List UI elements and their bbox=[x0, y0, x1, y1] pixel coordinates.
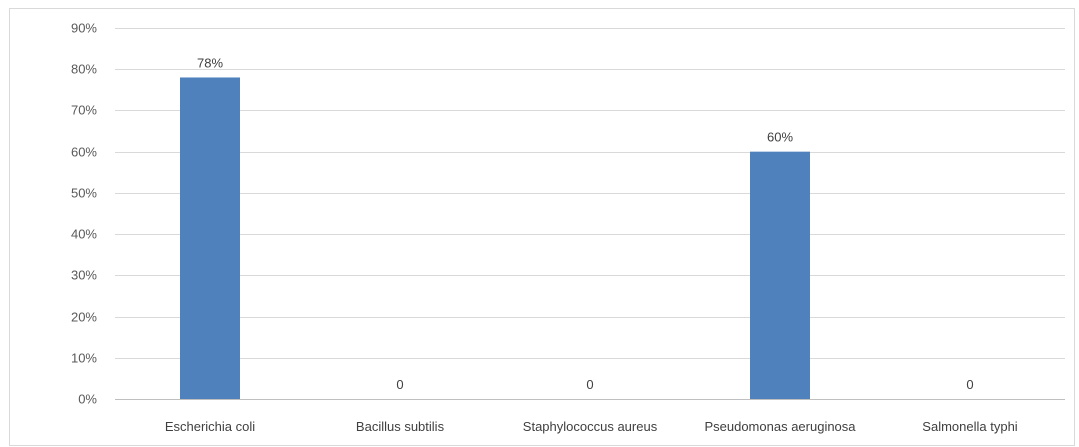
data-label: 0 bbox=[966, 377, 973, 392]
y-tick-label: 0% bbox=[78, 392, 97, 407]
x-tick-label: Escherichia coli bbox=[165, 419, 255, 434]
data-label: 78% bbox=[197, 55, 223, 70]
y-tick-label: 30% bbox=[71, 268, 97, 283]
data-label: 0 bbox=[396, 377, 403, 392]
bars bbox=[180, 77, 810, 399]
y-tick-label: 10% bbox=[71, 351, 97, 366]
y-tick-label: 40% bbox=[71, 227, 97, 242]
x-tick-label: Bacillus subtilis bbox=[356, 419, 445, 434]
data-labels: 78% 0 0 60% 0 bbox=[197, 55, 974, 392]
y-tick-label: 90% bbox=[71, 21, 97, 36]
bar bbox=[750, 151, 810, 399]
y-tick-label: 50% bbox=[71, 186, 97, 201]
x-axis-categories: Escherichia coli Bacillus subtilis Staphyl… bbox=[165, 419, 1018, 434]
bar bbox=[180, 77, 240, 399]
x-tick-label: Pseudomonas aeruginosa bbox=[704, 419, 856, 434]
gridlines bbox=[115, 28, 1065, 400]
x-tick-label: Salmonella typhi bbox=[922, 419, 1017, 434]
y-tick-label: 20% bbox=[71, 310, 97, 325]
y-axis-ticks: 0% 10% 20% 30% 40% 50% 60% 70% 80% 90% bbox=[71, 21, 97, 407]
x-tick-label: Staphylococcus aureus bbox=[523, 419, 658, 434]
y-tick-label: 80% bbox=[71, 62, 97, 77]
chart-frame bbox=[9, 8, 1075, 446]
y-tick-label: 60% bbox=[71, 145, 97, 160]
y-tick-label: 70% bbox=[71, 103, 97, 118]
data-label: 60% bbox=[767, 130, 793, 145]
data-label: 0 bbox=[586, 377, 593, 392]
